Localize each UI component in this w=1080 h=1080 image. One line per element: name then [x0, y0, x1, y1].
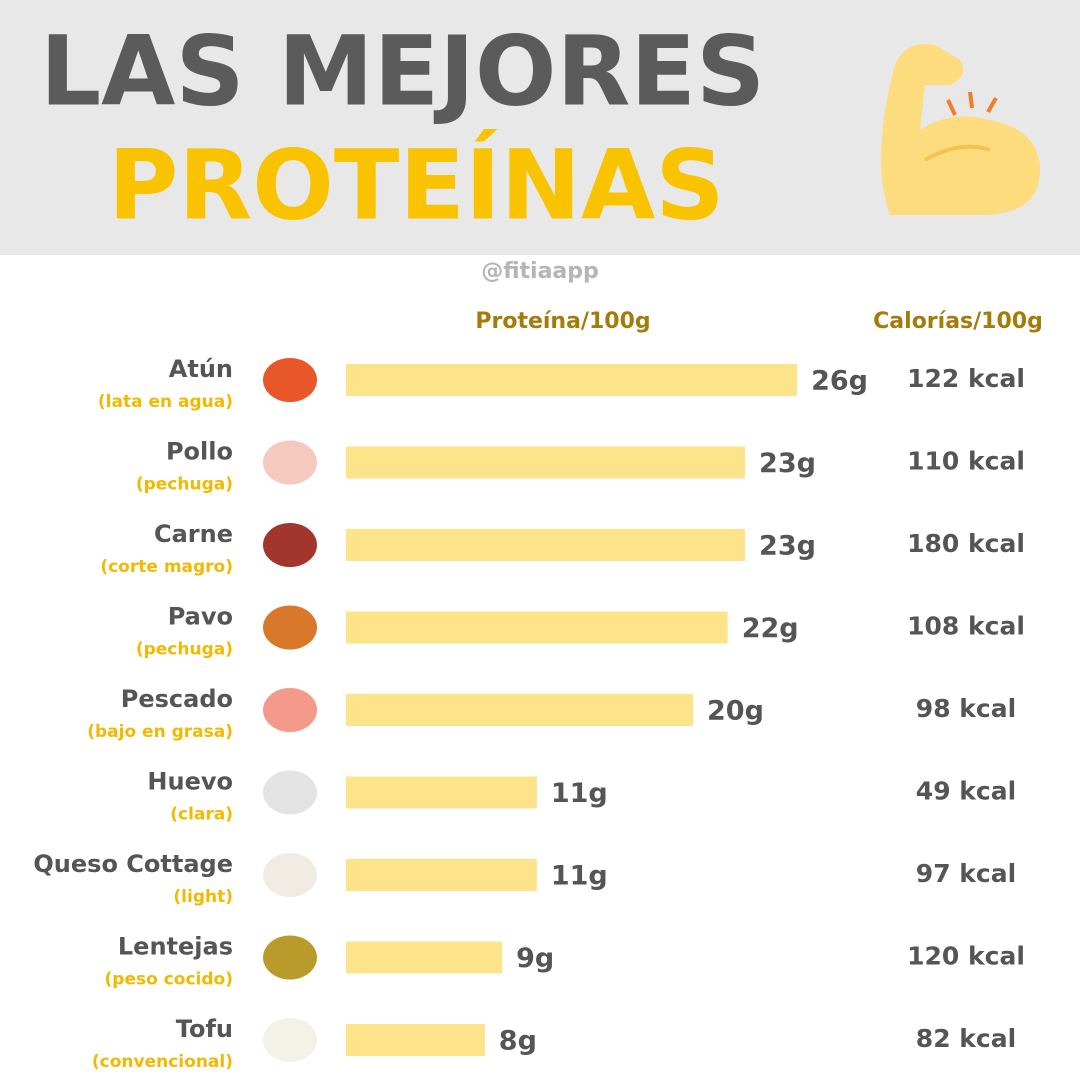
category-subtitle: (clara) [170, 805, 233, 825]
calories-label: 98 kcal [916, 694, 1016, 723]
calories-label: 97 kcal [916, 859, 1016, 888]
food-icon [263, 1018, 317, 1062]
value-label: 22g [742, 613, 799, 644]
value-label: 9g [516, 943, 554, 974]
category-label: Atún [169, 355, 233, 383]
category-label: Pescado [121, 685, 233, 713]
value-label: 11g [551, 778, 608, 809]
food-icon [263, 935, 317, 980]
bar [346, 941, 503, 974]
bar [346, 446, 746, 479]
value-label: 23g [759, 531, 816, 562]
title-line-1: LAS MEJORES [40, 15, 765, 127]
category-subtitle: (convencional) [92, 1052, 233, 1072]
bar [346, 364, 798, 396]
category-label: Queso Cottage [33, 850, 233, 878]
calories-label: 122 kcal [907, 364, 1025, 393]
bar [346, 529, 746, 561]
value-header: Proteína/100g [475, 309, 650, 334]
value-label: 26g [811, 366, 868, 397]
calories-header: Calorías/100g [873, 309, 1043, 334]
category-label: Pollo [166, 438, 233, 466]
value-label: 20g [707, 696, 764, 727]
food-icon [263, 440, 317, 485]
category-subtitle: (pechuga) [136, 640, 233, 660]
food-icon [263, 853, 317, 897]
bar [346, 776, 537, 809]
bar [346, 1024, 485, 1056]
food-icon [263, 605, 317, 650]
category-label: Tofu [176, 1015, 233, 1043]
category-subtitle: (corte magro) [100, 557, 233, 577]
bar [346, 694, 693, 726]
category-subtitle: (pechuga) [136, 475, 233, 495]
category-subtitle: (lata en agua) [98, 392, 233, 412]
calories-label: 82 kcal [916, 1024, 1016, 1053]
food-icon [263, 523, 317, 567]
food-icon [263, 358, 317, 402]
calories-label: 108 kcal [907, 612, 1025, 641]
category-label: Pavo [168, 603, 233, 631]
value-label: 23g [759, 448, 816, 479]
bar [346, 859, 537, 891]
value-label: 8g [499, 1026, 537, 1057]
category-label: Lentejas [118, 933, 233, 961]
calories-label: 110 kcal [907, 447, 1025, 476]
arm-icon [881, 44, 1040, 215]
bar [346, 611, 728, 644]
calories-label: 49 kcal [916, 777, 1016, 806]
category-label: Carne [154, 520, 233, 548]
title-line-2: PROTEÍNAS [108, 128, 724, 241]
food-icon [263, 688, 317, 732]
handle: @fitiaapp [481, 259, 599, 284]
category-subtitle: (light) [173, 887, 233, 907]
value-label: 11g [551, 861, 608, 892]
category-subtitle: (peso cocido) [105, 970, 233, 990]
category-label: Huevo [147, 768, 233, 796]
calories-label: 180 kcal [907, 529, 1025, 558]
category-subtitle: (bajo en grasa) [87, 722, 233, 742]
calories-label: 120 kcal [907, 942, 1025, 971]
food-icon [263, 770, 317, 815]
